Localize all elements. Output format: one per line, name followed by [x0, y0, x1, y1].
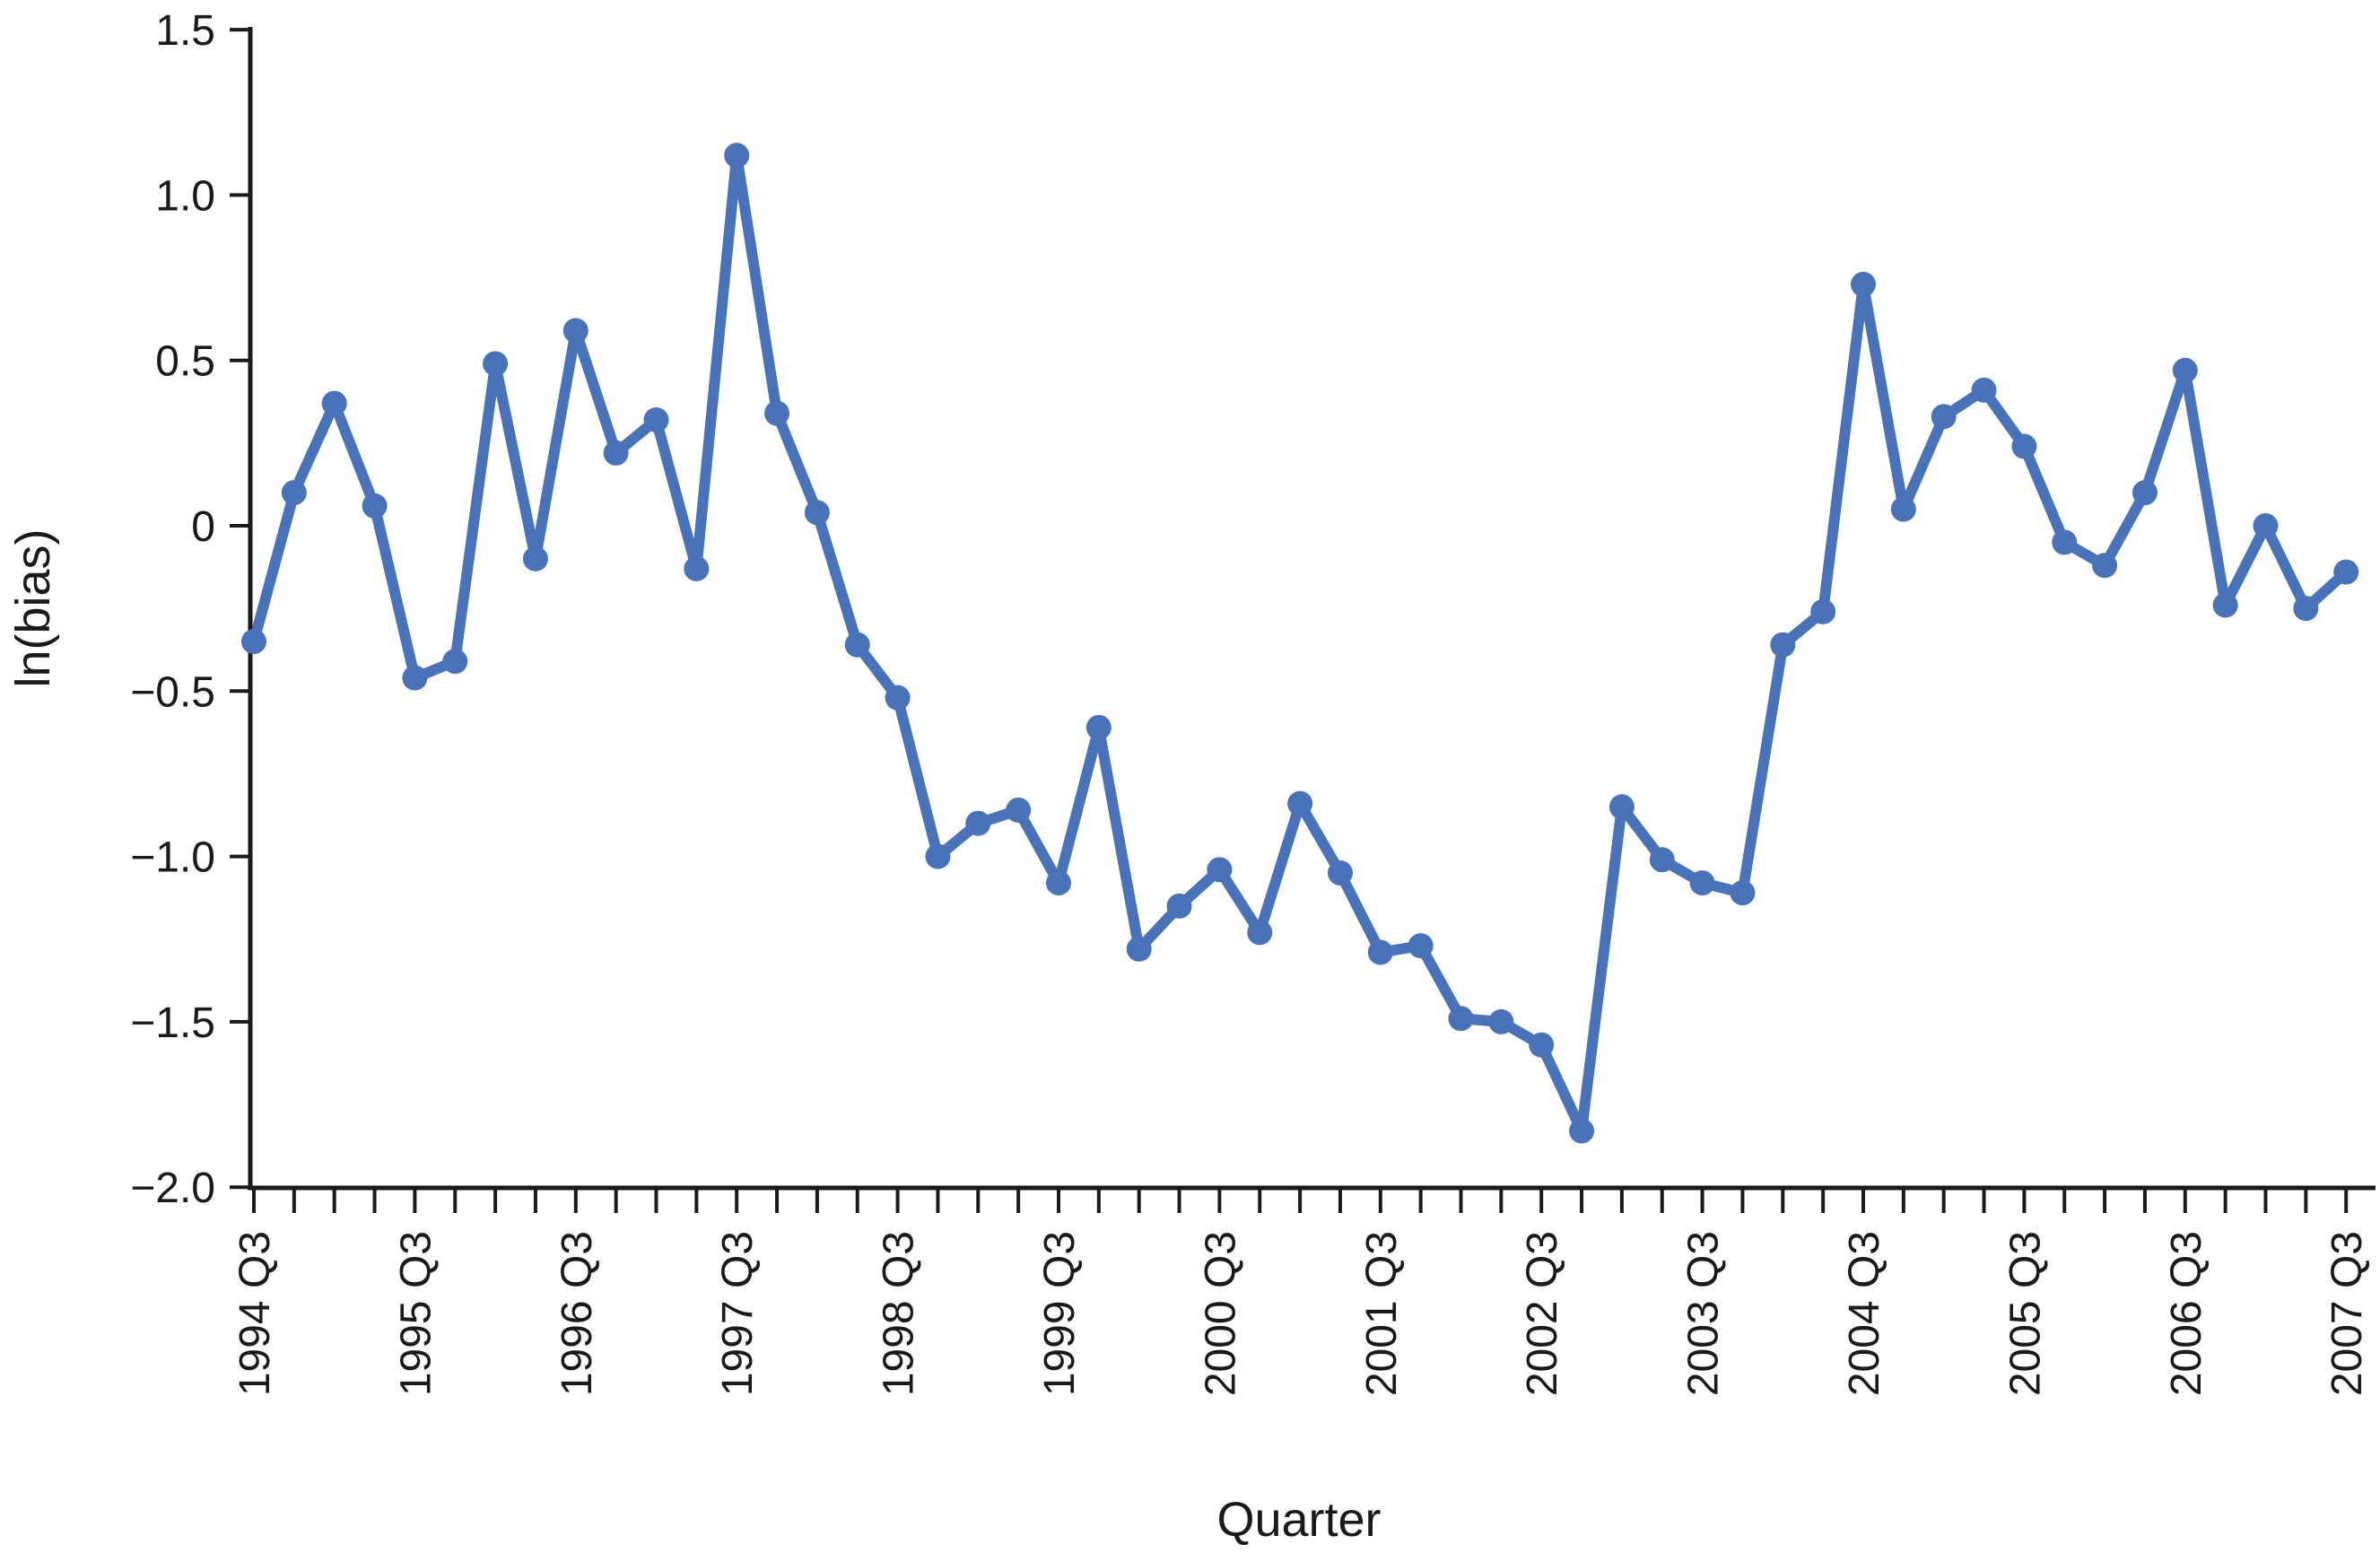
data-point	[1931, 404, 1957, 430]
data-point	[925, 843, 951, 869]
data-line	[248, 150, 2352, 1137]
data-point	[1730, 880, 1756, 906]
data-point	[2092, 553, 2118, 579]
x-tick-label: 1998 Q3	[876, 1231, 923, 1396]
data-point	[1608, 794, 1635, 820]
data-point	[1770, 632, 1796, 658]
data-point	[2052, 529, 2078, 555]
data-point	[1006, 797, 1032, 823]
x-tick-label: 1997 Q3	[714, 1231, 762, 1396]
data-point	[2132, 480, 2158, 506]
y-tick-label: −2.0	[130, 1165, 215, 1212]
data-point	[2172, 357, 2198, 383]
data-point	[1529, 1032, 1555, 1058]
data-point	[483, 351, 509, 377]
tick-layer: 1.5 1.0 0.5 0 −0.5 −1.0 −1.5 −2.0 1994 Q3 1995 Q3…	[130, 7, 2371, 1396]
data-point	[562, 318, 588, 344]
data-point	[965, 810, 991, 836]
data-point	[1569, 1118, 1595, 1144]
data-point	[724, 143, 750, 169]
y-tick-label: −1.5	[130, 999, 215, 1047]
data-point	[804, 500, 830, 526]
data-point	[2253, 513, 2279, 538]
x-tick-label: 2002 Q3	[1519, 1231, 1566, 1396]
data-point	[281, 480, 307, 506]
data-point	[1488, 1008, 1514, 1034]
data-point	[684, 555, 710, 581]
data-point	[643, 407, 669, 433]
data-point	[885, 685, 911, 711]
data-point	[1367, 939, 1393, 965]
data-point	[1689, 870, 1715, 896]
data-point	[1207, 857, 1233, 883]
data-point	[2293, 596, 2319, 622]
data-point	[1046, 870, 1071, 896]
x-tick-label: 1995 Q3	[392, 1231, 440, 1396]
x-tick-label: 2001 Q3	[1358, 1231, 1406, 1396]
data-point	[2333, 559, 2359, 585]
y-tick-label: −0.5	[130, 668, 215, 716]
x-tick-label: 2005 Q3	[2001, 1231, 2049, 1396]
x-tick-label: 1999 Q3	[1036, 1231, 1084, 1396]
data-point	[1247, 920, 1273, 946]
data-point	[764, 400, 790, 426]
x-axis-title: Quarter	[1216, 1493, 1381, 1547]
data-point	[1327, 860, 1353, 886]
data-point	[1851, 271, 1876, 297]
x-tick-label: 2004 Q3	[1841, 1231, 1888, 1396]
data-point	[1287, 790, 1313, 816]
data-point	[522, 545, 548, 572]
y-tick-label: 0	[191, 503, 215, 551]
y-axis-title: ln(bias)	[6, 528, 60, 687]
data-series-layer	[241, 143, 2359, 1144]
y-tick-label: −1.0	[130, 834, 215, 882]
y-tick-label: 0.5	[155, 338, 215, 386]
data-point	[2011, 433, 2037, 459]
data-point	[241, 629, 266, 655]
data-point	[1810, 598, 1836, 624]
data-point	[1166, 893, 1192, 919]
y-tick-label: 1.5	[155, 7, 215, 55]
data-point	[603, 440, 629, 466]
axes-layer	[248, 27, 2376, 1191]
x-tick-label: 1994 Q3	[231, 1231, 279, 1396]
data-point	[1085, 714, 1112, 740]
data-point	[844, 632, 870, 658]
x-tick-label: 2000 Q3	[1197, 1231, 1244, 1396]
data-point	[362, 493, 388, 519]
data-point	[1890, 496, 1916, 522]
x-tick-label: 1996 Q3	[554, 1231, 601, 1396]
x-tick-label: 2007 Q3	[2323, 1231, 2371, 1396]
data-point	[1126, 936, 1152, 962]
x-tick-label: 2003 Q3	[1680, 1231, 1728, 1396]
data-point	[1408, 933, 1434, 959]
x-tick-label: 2006 Q3	[2163, 1231, 2210, 1396]
data-point	[1971, 377, 1997, 403]
data-point	[1649, 847, 1675, 873]
data-point	[442, 649, 468, 675]
data-point	[321, 390, 347, 416]
y-tick-label: 1.0	[155, 172, 215, 220]
data-point	[1448, 1006, 1474, 1032]
data-point	[2212, 592, 2238, 618]
data-point	[402, 665, 428, 691]
